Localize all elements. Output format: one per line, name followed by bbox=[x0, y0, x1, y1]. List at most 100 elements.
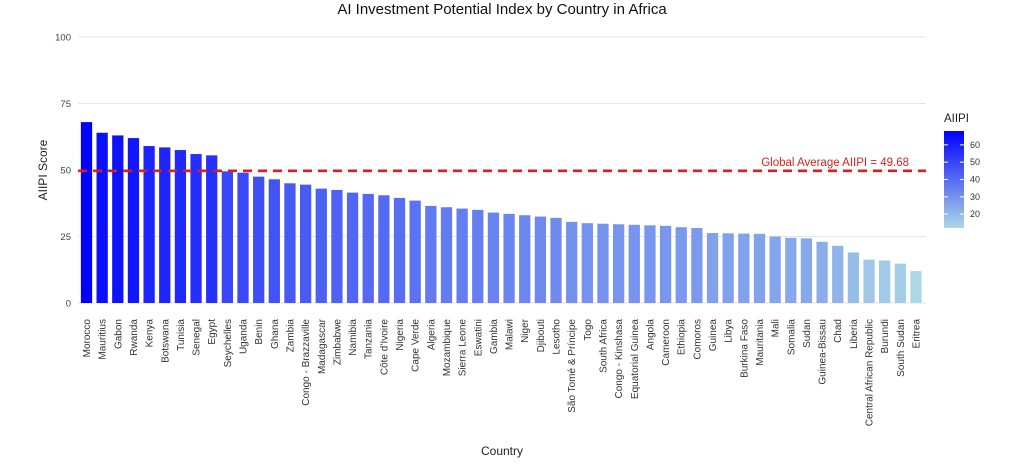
bar bbox=[284, 183, 296, 303]
bar bbox=[597, 223, 609, 303]
bar bbox=[174, 150, 187, 303]
x-tick-label: Zambia bbox=[285, 319, 296, 353]
x-tick-label: Mauritius bbox=[98, 319, 109, 360]
x-tick-label: Togo bbox=[583, 319, 594, 341]
x-tick-label: Cameroon bbox=[661, 319, 672, 366]
legend-tick-label: 20 bbox=[970, 209, 980, 219]
bar bbox=[581, 223, 593, 303]
bar bbox=[800, 238, 813, 303]
x-tick-label: Morocco bbox=[82, 319, 93, 358]
bar bbox=[221, 171, 233, 303]
bar bbox=[299, 184, 312, 303]
legend-tick-label: 30 bbox=[970, 192, 980, 202]
x-tick-label: Sudan bbox=[802, 319, 813, 348]
legend-color-bar bbox=[944, 131, 964, 228]
global-average-label: Global Average AIIPI = 49.68 bbox=[761, 157, 909, 169]
bar bbox=[894, 263, 906, 303]
bar bbox=[753, 233, 766, 303]
bar bbox=[393, 197, 406, 303]
x-tick-label: South Sudan bbox=[896, 319, 907, 377]
x-tick-label: Niger bbox=[520, 318, 531, 343]
x-tick-label: Djibouti bbox=[536, 319, 547, 352]
bar bbox=[268, 179, 280, 303]
legend-tick-label: 40 bbox=[970, 175, 980, 185]
x-tick-label: Zimbabwe bbox=[332, 319, 343, 366]
bar bbox=[253, 176, 265, 303]
bar bbox=[613, 224, 625, 303]
bars bbox=[80, 122, 922, 304]
bar bbox=[534, 216, 547, 303]
bar bbox=[706, 233, 719, 303]
bar bbox=[910, 271, 922, 303]
y-tick-label: 0 bbox=[66, 299, 71, 310]
x-tick-label: Eritrea bbox=[912, 319, 923, 349]
y-tick-label: 100 bbox=[55, 33, 71, 44]
bar bbox=[190, 154, 202, 303]
x-tick-label: Benin bbox=[254, 319, 265, 345]
legend-tick-label: 50 bbox=[970, 157, 980, 167]
bar bbox=[519, 215, 531, 303]
bar bbox=[628, 224, 640, 303]
bar bbox=[362, 193, 374, 303]
bar bbox=[566, 221, 578, 303]
bar bbox=[346, 192, 359, 303]
x-tick-label: Angola bbox=[645, 319, 656, 351]
x-tick-label: Mozambique bbox=[442, 319, 453, 377]
bar bbox=[769, 236, 781, 303]
bar bbox=[832, 245, 844, 303]
bar bbox=[378, 195, 390, 303]
y-tick-label: 75 bbox=[60, 99, 71, 110]
x-tick-label: Burkina Faso bbox=[739, 319, 750, 378]
bar bbox=[659, 225, 672, 303]
bar bbox=[550, 217, 562, 303]
x-tick-label: Chad bbox=[833, 319, 844, 343]
x-tick-label: Burundi bbox=[880, 319, 891, 353]
bar bbox=[644, 225, 656, 303]
x-tick-label: Kenya bbox=[145, 319, 156, 348]
bar bbox=[675, 227, 687, 303]
reference-line-group: Global Average AIIPI = 49.68 bbox=[78, 157, 926, 173]
legend-title: AIIPI bbox=[944, 113, 969, 125]
x-tick-label: Sierra Leone bbox=[458, 319, 469, 377]
bar bbox=[879, 260, 891, 303]
y-tick-label: 25 bbox=[60, 232, 71, 243]
x-tick-label: Namibia bbox=[348, 319, 359, 356]
x-tick-label: Lesotho bbox=[552, 319, 563, 355]
x-tick-label: Equatorial Guinea bbox=[630, 319, 641, 399]
x-tick-label: Gambia bbox=[489, 319, 500, 354]
x-axis-title: Country bbox=[481, 444, 523, 458]
bar bbox=[96, 132, 108, 303]
x-tick-label: Senegal bbox=[192, 319, 203, 356]
bar bbox=[80, 122, 93, 304]
y-tick-label: 50 bbox=[60, 166, 71, 177]
chart-title: AI Investment Potential Index by Country… bbox=[337, 1, 667, 18]
bar bbox=[785, 237, 797, 303]
x-tick-label: Rwanda bbox=[129, 319, 140, 356]
x-tick-label: Central African Republic bbox=[865, 319, 876, 426]
x-tick-label: Comoros bbox=[692, 319, 703, 360]
bar bbox=[487, 212, 500, 303]
x-tick-label: Congo - Brazzaville bbox=[301, 319, 312, 406]
bar bbox=[237, 172, 249, 303]
x-tick-label: Mali bbox=[771, 319, 782, 337]
x-tick-label: Madagascar bbox=[317, 318, 328, 374]
bar bbox=[143, 146, 155, 303]
bar bbox=[503, 213, 515, 303]
x-tick-label: Botswana bbox=[160, 319, 171, 363]
bar bbox=[847, 252, 860, 303]
bar bbox=[722, 233, 734, 303]
x-tick-label: Algeria bbox=[426, 319, 437, 351]
x-tick-label: Congo - Kinshasa bbox=[614, 319, 625, 399]
x-tick-label: Uganda bbox=[239, 319, 250, 354]
bar bbox=[331, 189, 343, 303]
x-tick-label: Somalia bbox=[786, 319, 797, 356]
bar bbox=[159, 147, 171, 303]
x-tick-label: Liberia bbox=[849, 319, 860, 349]
x-tick-label: Egypt bbox=[207, 319, 218, 345]
y-axis-ticks: 0 25 50 75 100 bbox=[55, 33, 71, 310]
legend-tick-label: 60 bbox=[970, 140, 980, 150]
bar bbox=[691, 227, 703, 303]
bar bbox=[863, 259, 875, 303]
